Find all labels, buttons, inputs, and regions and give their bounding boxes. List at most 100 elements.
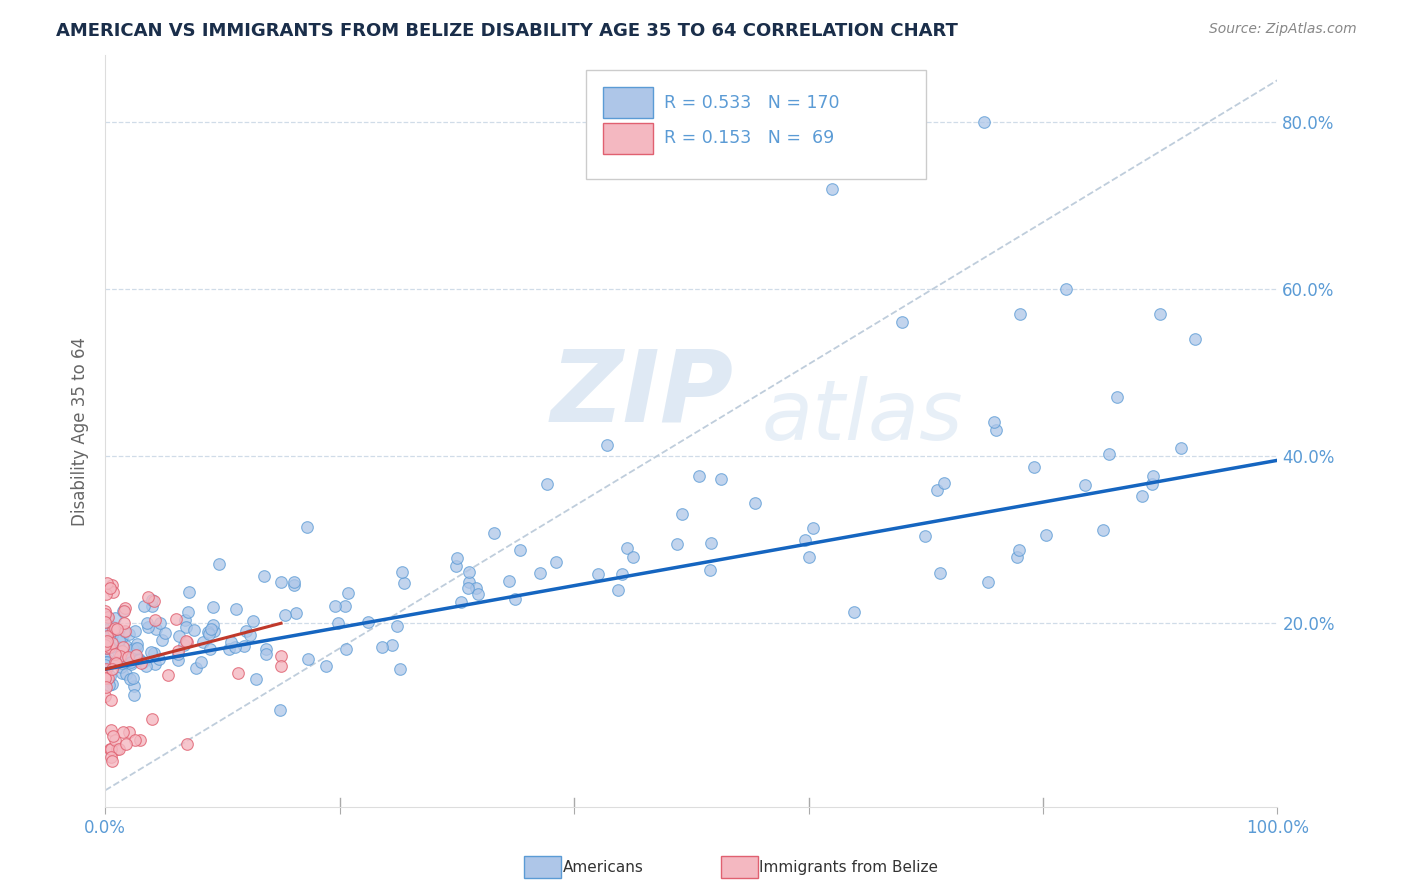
Point [108,633,131,648]
Point [450,595,472,609]
Point [323,599,346,614]
Point [145,622,167,636]
Point [94,655,117,669]
Point [97,671,120,685]
Point [586,567,609,582]
Point [925,483,948,497]
Point [104,656,127,670]
Point [96,662,118,676]
Point [110,649,132,664]
Point [115,666,138,681]
Point [977,575,1000,590]
Point [932,476,955,491]
Point [148,651,170,665]
Point [120,672,142,686]
Point [145,657,167,672]
Point [914,529,936,543]
Point [94,657,117,672]
Point [120,655,142,669]
Point [129,733,152,747]
Point [112,616,135,631]
Point [115,649,138,664]
Point [385,619,408,633]
Point [973,115,995,129]
Text: AMERICAN VS IMMIGRANTS FROM BELIZE DISABILITY AGE 35 TO 64 CORRELATION CHART: AMERICAN VS IMMIGRANTS FROM BELIZE DISAB… [56,22,957,40]
Point [94,638,117,652]
Point [297,652,319,666]
Point [536,476,558,491]
Point [284,606,307,620]
Point [1184,332,1206,346]
Point [141,712,163,726]
Point [101,628,124,642]
Point [94,625,117,640]
Point [200,622,222,636]
Point [98,629,121,643]
Point [101,623,124,637]
Point [104,733,127,747]
Point [842,606,865,620]
Point [96,629,118,643]
Point [97,656,120,670]
Point [167,653,190,667]
Point [100,741,122,756]
FancyBboxPatch shape [586,70,925,179]
Point [114,624,136,638]
Point [153,626,176,640]
Point [128,652,150,666]
Point [458,574,481,589]
Point [101,662,124,676]
Point [101,620,124,634]
Point [101,578,124,592]
Point [125,637,148,651]
Point [392,576,415,591]
Point [198,641,221,656]
Point [1008,543,1031,558]
Point [96,610,118,624]
Point [111,665,134,680]
Point [177,585,200,599]
Point [122,671,145,685]
Point [1170,442,1192,456]
Point [503,591,526,606]
Point [388,662,411,676]
Point [596,437,619,451]
Point [94,652,117,666]
Point [165,612,187,626]
Point [671,507,693,521]
Point [96,660,118,674]
Point [607,583,630,598]
Point [381,638,404,652]
Point [143,613,166,627]
Point [105,741,128,756]
Point [125,640,148,655]
Point [744,496,766,510]
Text: Immigrants from Belize: Immigrants from Belize [759,861,938,875]
Point [100,723,122,737]
Point [1092,523,1115,537]
Point [142,593,165,607]
Point [699,563,721,577]
Point [96,673,118,687]
Point [124,733,146,747]
Point [335,641,357,656]
Point [107,645,129,659]
Point [1140,476,1163,491]
Point [94,680,117,694]
Point [226,666,249,681]
Point [1098,447,1121,461]
Point [616,541,638,555]
Point [1149,307,1171,321]
Point [269,703,291,717]
Point [96,576,118,591]
Point [253,569,276,583]
FancyBboxPatch shape [603,87,652,119]
Point [143,646,166,660]
Point [101,677,124,691]
Point [94,636,117,650]
Point [94,636,117,650]
Point [111,657,134,671]
Point [509,543,531,558]
Point [118,626,141,640]
Point [132,655,155,669]
